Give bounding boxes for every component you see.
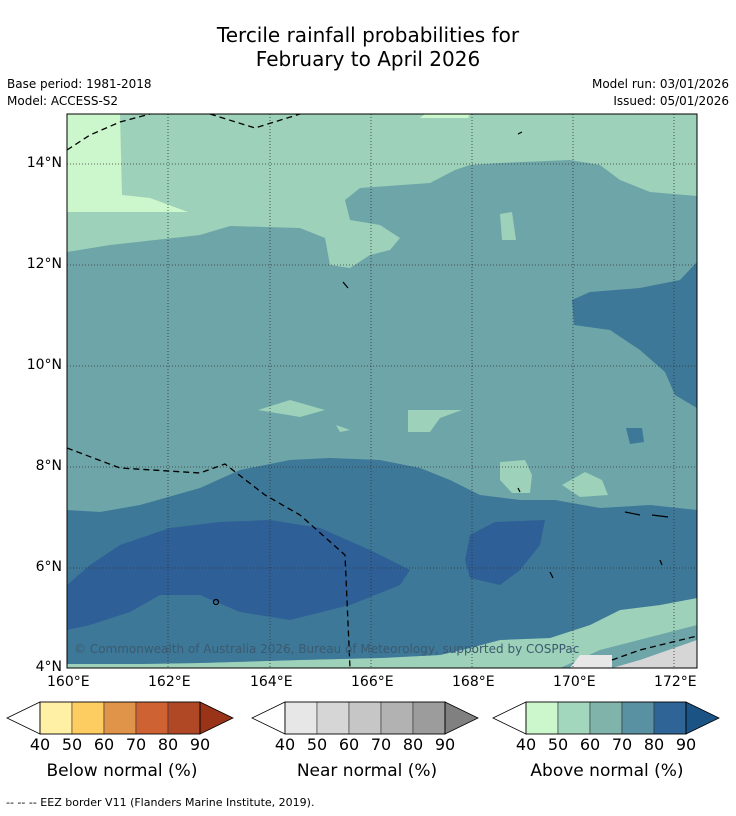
region-above-80-east xyxy=(465,520,545,585)
lon-label: 164°E xyxy=(250,674,293,690)
colorbar-outline xyxy=(284,701,446,735)
island-8 xyxy=(342,281,349,289)
colorbar-segment xyxy=(653,701,687,735)
colorbar-tick-label: 60 xyxy=(338,735,360,754)
colorbar-tick-label: 70 xyxy=(611,735,633,754)
lat-label: 8°N xyxy=(35,458,62,474)
map-title-line2: February to April 2026 xyxy=(255,47,481,71)
lon-label: 162°E xyxy=(148,674,191,690)
lon-label: 170°E xyxy=(553,674,596,690)
colorbar-tick-label: 50 xyxy=(61,735,83,754)
probability-field xyxy=(67,114,697,668)
colorbar-segment xyxy=(39,701,73,735)
patch-above-50-e xyxy=(562,472,608,497)
island-6 xyxy=(659,559,663,566)
patch-above-50-d xyxy=(500,460,532,493)
colorbar-tick-label: 50 xyxy=(547,735,569,754)
model-run: Model run: 03/01/2026 xyxy=(591,77,729,91)
colorbar-tick-label: 40 xyxy=(29,735,51,754)
issued-date: Issued: 05/01/2026 xyxy=(613,94,729,108)
colorbar-over-triangle xyxy=(199,701,234,735)
colorbar-tick-label: 60 xyxy=(579,735,601,754)
legend-colorbars xyxy=(6,701,720,735)
colorbar-tick-label: 70 xyxy=(370,735,392,754)
colorbar-outline xyxy=(525,701,687,735)
copyright-text: © Commonwealth of Australia 2026, Bureau… xyxy=(74,642,579,656)
colorbar-segment xyxy=(167,701,201,735)
island-2 xyxy=(651,514,669,518)
colorbar-tick-label: 90 xyxy=(675,735,697,754)
eez-border-sw xyxy=(66,447,351,669)
colorbar-tick-label: 50 xyxy=(306,735,328,754)
colorbar-segment xyxy=(316,701,350,735)
patch-above-70-small xyxy=(626,428,644,444)
colorbar-segment xyxy=(589,701,623,735)
colorbar-tick-label: 90 xyxy=(434,735,456,754)
below-normal-label: Below normal (%) xyxy=(46,761,198,781)
model-name: Model: ACCESS-S2 xyxy=(7,94,119,108)
colorbar-tick-label: 60 xyxy=(93,735,115,754)
eez-borders xyxy=(66,113,698,669)
above-normal-label: Above normal (%) xyxy=(530,761,684,781)
colorbar-segment xyxy=(103,701,137,735)
colorbar-over-triangle xyxy=(685,701,720,735)
colorbar-segment xyxy=(621,701,655,735)
colorbar-tick-label: 80 xyxy=(643,735,665,754)
region-above-40-nw xyxy=(67,114,188,212)
lat-label: 6°N xyxy=(35,559,62,575)
map-title-line1: Tercile rainfall probabilities for xyxy=(216,23,520,47)
colorbar-segment xyxy=(71,701,105,735)
patch-above-50-a xyxy=(258,400,325,417)
island-4 xyxy=(212,598,220,606)
lat-label: 12°N xyxy=(26,256,62,272)
region-near-normal xyxy=(612,640,697,668)
colorbar-segment xyxy=(284,701,318,735)
eez-border-nw xyxy=(66,113,151,151)
patch-above-50-f xyxy=(500,212,516,240)
colorbar-tick-label: 40 xyxy=(274,735,296,754)
lon-label: 166°E xyxy=(351,674,394,690)
colorbar-tick-label: 80 xyxy=(402,735,424,754)
region-near-40 xyxy=(570,655,612,668)
lat-label: 10°N xyxy=(26,357,62,373)
colorbar-under-triangle xyxy=(492,701,527,735)
lon-label: 172°E xyxy=(654,674,697,690)
colorbar-outline xyxy=(39,701,201,735)
island-5 xyxy=(517,487,521,493)
map-frame xyxy=(66,113,698,669)
island-1 xyxy=(624,511,641,516)
island-3 xyxy=(549,571,554,579)
lon-label: 160°E xyxy=(47,674,90,690)
colorbar-tick-label: 90 xyxy=(189,735,211,754)
colorbar-segment xyxy=(557,701,591,735)
region-above-80-west xyxy=(67,520,410,630)
colorbar-under-triangle xyxy=(6,701,41,735)
base-period: Base period: 1981-2018 xyxy=(7,77,152,91)
lat-label: 14°N xyxy=(26,155,62,171)
near-normal-label: Near normal (%) xyxy=(296,761,438,781)
colorbar-segment xyxy=(380,701,414,735)
colorbar-segment xyxy=(525,701,559,735)
colorbar-segment xyxy=(412,701,446,735)
colorbar-segment xyxy=(348,701,382,735)
region-above-70-east xyxy=(572,262,697,408)
colorbar-tick-label: 70 xyxy=(125,735,147,754)
eez-border-n xyxy=(209,113,301,129)
footer-eez-note: -- -- -- EEZ border V11 (Flanders Marine… xyxy=(6,796,315,809)
islands xyxy=(212,131,669,606)
colorbar-tick-label: 80 xyxy=(157,735,179,754)
island-7 xyxy=(517,131,523,135)
colorbar-over-triangle xyxy=(444,701,479,735)
graticule xyxy=(67,114,697,668)
colorbar-segment xyxy=(135,701,169,735)
lon-label: 168°E xyxy=(452,674,495,690)
region-above-40-n xyxy=(420,114,470,118)
colorbar-under-triangle xyxy=(251,701,286,735)
patch-above-50-b xyxy=(408,410,462,432)
lat-label: 4°N xyxy=(35,659,62,675)
patch-above-50-c xyxy=(336,425,350,432)
colorbar-tick-label: 40 xyxy=(515,735,537,754)
